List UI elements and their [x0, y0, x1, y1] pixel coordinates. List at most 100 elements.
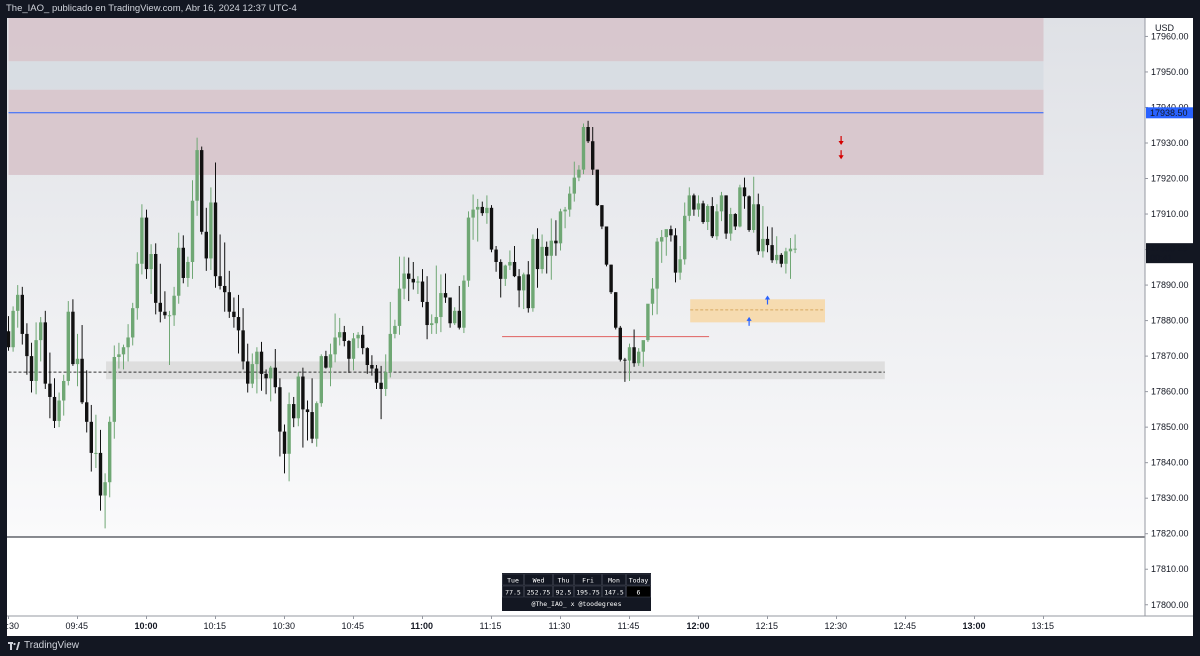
candle — [117, 342, 121, 369]
candle-body — [163, 311, 167, 316]
candle — [324, 350, 328, 369]
candle-body — [650, 288, 655, 304]
candle — [282, 424, 287, 474]
candle-body — [457, 310, 461, 328]
candle — [250, 353, 254, 389]
candle-body — [384, 372, 388, 389]
candle-body — [103, 482, 107, 496]
candle — [411, 261, 415, 290]
candle-body — [246, 361, 250, 384]
currency-label: USD — [1155, 23, 1175, 33]
candle — [89, 404, 93, 472]
candle — [43, 310, 47, 389]
candle — [715, 204, 719, 240]
candle-body — [241, 330, 245, 362]
candle-body — [742, 187, 747, 197]
candle — [310, 378, 314, 444]
candle — [342, 325, 346, 347]
candle — [407, 257, 411, 302]
y-tick-label: 17930.00 — [1151, 138, 1189, 148]
candle-body — [11, 310, 15, 348]
candle-body — [255, 351, 259, 365]
candle — [457, 285, 461, 330]
candle-body — [144, 217, 149, 270]
candle — [186, 256, 190, 287]
candle-body — [591, 141, 595, 170]
y-tick-label: 17910.00 — [1151, 209, 1189, 219]
y-tick-label: 17850.00 — [1151, 422, 1189, 432]
candle — [264, 369, 268, 395]
candle — [402, 256, 406, 300]
candle-body — [430, 323, 434, 326]
candle-body — [140, 217, 144, 264]
candle-body — [154, 253, 158, 303]
stats-value: 6 — [637, 589, 641, 597]
candle — [287, 392, 291, 482]
candle-body — [554, 240, 558, 244]
candle-body — [641, 340, 645, 352]
candle — [660, 230, 664, 263]
zone-3 — [690, 299, 825, 323]
candle-body — [131, 308, 135, 338]
candle-body — [517, 276, 521, 291]
candle — [379, 365, 383, 420]
stats-header: Fri — [582, 577, 594, 585]
candle — [131, 302, 135, 346]
candle — [775, 236, 779, 264]
candle — [296, 372, 300, 427]
candle — [351, 333, 356, 371]
y-tick-label: 17920.00 — [1151, 174, 1189, 184]
candle-body — [232, 311, 236, 318]
x-tick-label: 12:00 — [687, 621, 710, 631]
candle-body — [374, 368, 379, 383]
candle-body — [20, 294, 24, 334]
candle — [637, 348, 641, 366]
candle-body — [264, 373, 268, 379]
x-tick-label: 13:15 — [1032, 621, 1055, 631]
stats-value: 77.5 — [505, 589, 521, 597]
candle — [356, 332, 360, 349]
candlestick-chart[interactable]: USD 17800.00 17810.00 17820.00 17830.00 17840… — [7, 18, 1193, 636]
candle — [315, 401, 319, 447]
candle — [522, 272, 526, 310]
candle — [34, 322, 38, 395]
candle — [591, 127, 595, 175]
y-tick-label: 17820.00 — [1151, 529, 1189, 539]
candle — [259, 341, 264, 391]
candle — [683, 202, 687, 265]
candle-body — [250, 364, 254, 384]
candle — [278, 378, 282, 457]
candle-body — [756, 204, 760, 252]
candle-body — [439, 293, 443, 318]
candle — [489, 205, 494, 253]
candle — [328, 343, 333, 387]
candle-body — [356, 334, 360, 339]
candle-body — [632, 347, 636, 364]
candle — [365, 347, 369, 374]
candle-body — [420, 281, 425, 302]
candle — [508, 250, 512, 270]
candle — [577, 165, 581, 182]
candle — [57, 392, 61, 428]
candle-body — [738, 187, 742, 227]
candle-body — [121, 347, 126, 355]
chart-area[interactable]: USD 17800.00 17810.00 17820.00 17830.00 17840… — [7, 18, 1193, 636]
candle-body — [770, 245, 774, 261]
candle-body — [223, 285, 227, 293]
stats-value: 147.5 — [604, 589, 624, 597]
candle-body — [393, 325, 397, 334]
candle — [756, 193, 760, 255]
candle — [462, 275, 466, 334]
candle-body — [292, 404, 296, 419]
x-tick-label: 12:15 — [756, 621, 779, 631]
candle — [11, 306, 15, 352]
candle-body — [34, 340, 38, 381]
candle-body — [793, 248, 797, 250]
candle — [476, 198, 480, 242]
candle — [563, 206, 567, 229]
candle-body — [535, 238, 540, 270]
stats-value: 92.5 — [556, 589, 572, 597]
candle — [190, 180, 195, 279]
x-tick-label: 11:00 — [411, 621, 434, 631]
candle-body — [218, 276, 222, 286]
